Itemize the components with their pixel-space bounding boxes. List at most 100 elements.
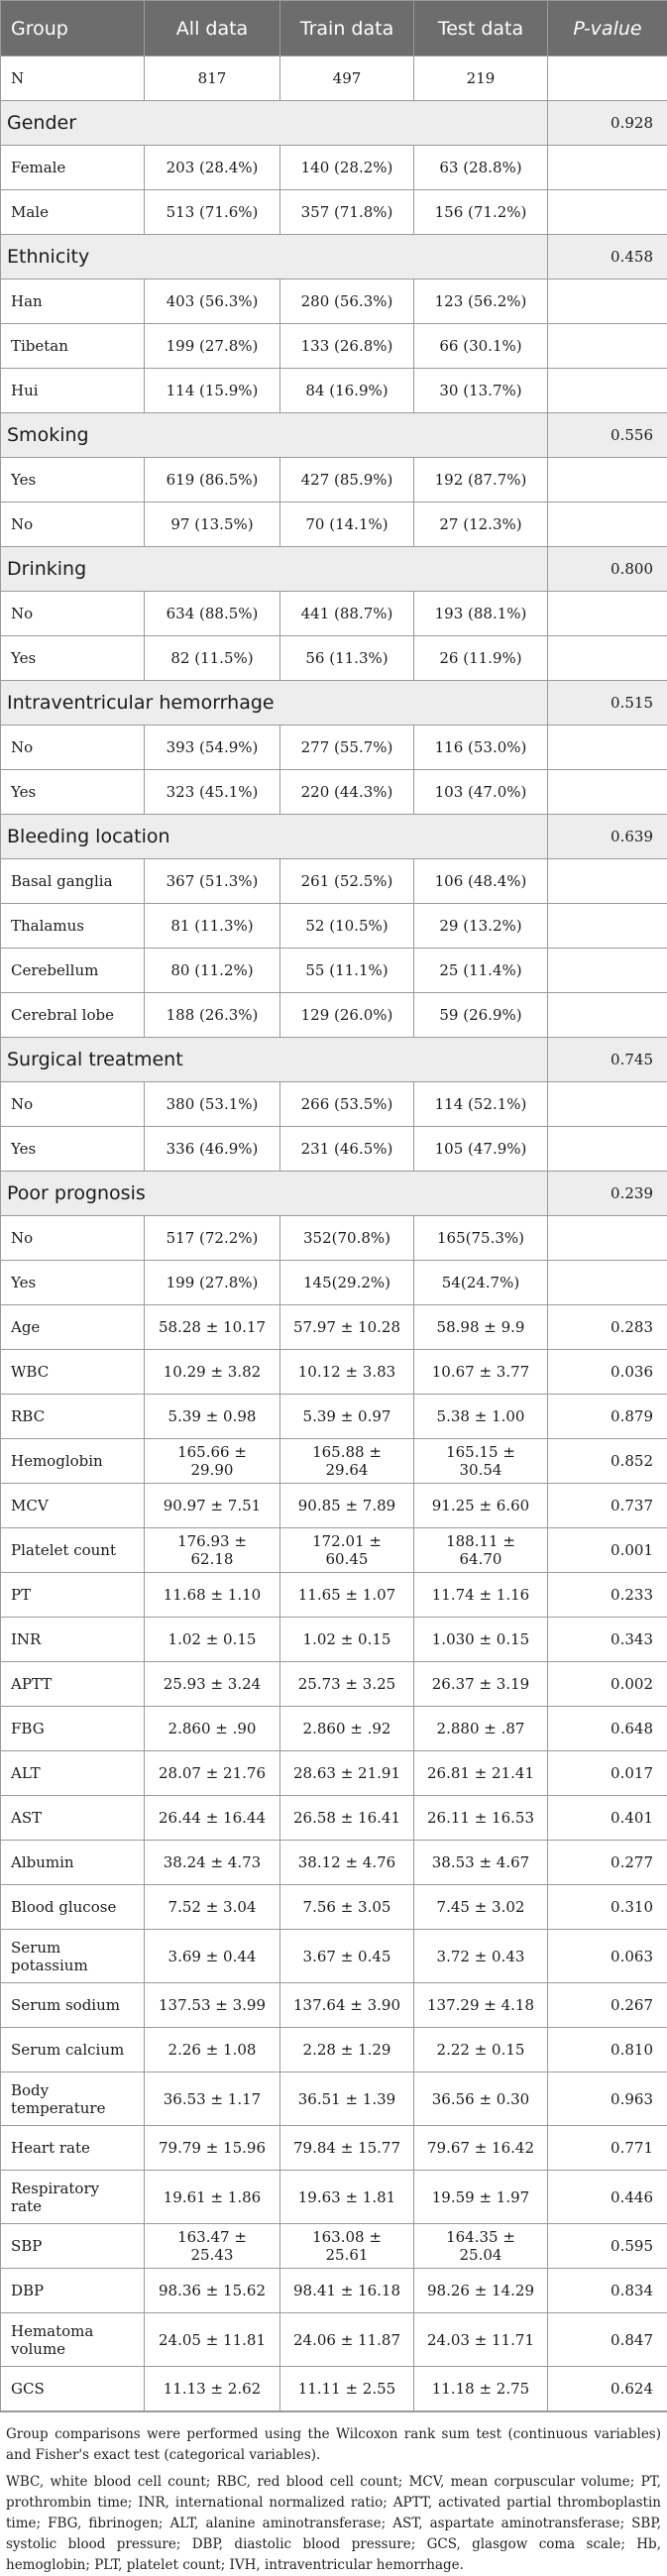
cell-train-data: 79.84 ± 15.77 xyxy=(280,2126,414,2171)
cell-test-data: 11.74 ± 1.16 xyxy=(414,1573,548,1618)
cell-train-data: 11.11 ± 2.55 xyxy=(280,2367,414,2411)
cell-test-data: 165.15 ± 30.54 xyxy=(414,1439,548,1484)
header-p-value: P-value xyxy=(548,1,667,56)
cell-all-data: 5.39 ± 0.98 xyxy=(145,1395,280,1439)
cell-train-data: 28.63 ± 21.91 xyxy=(280,1751,414,1796)
cell-p-value xyxy=(548,859,667,904)
cell-test-data: 5.38 ± 1.00 xyxy=(414,1395,548,1439)
cell-p-value: 0.343 xyxy=(548,1618,667,1662)
cell-test-data: 156 (71.2%) xyxy=(414,190,548,235)
cell-p-value: 0.267 xyxy=(548,1983,667,2028)
row-label: Yes xyxy=(1,458,145,503)
cell-test-data: 7.45 ± 3.02 xyxy=(414,1885,548,1930)
cell-test-data: 164.35 ± 25.04 xyxy=(414,2224,548,2269)
row-label: Serum potassium xyxy=(1,1930,145,1983)
cell-p-value xyxy=(548,280,667,324)
cell-test-data: 26.37 ± 3.19 xyxy=(414,1662,548,1707)
cell-test-data: 3.72 ± 0.43 xyxy=(414,1930,548,1983)
cell-train-data: 56 (11.3%) xyxy=(280,636,414,681)
section-name: Ethnicity xyxy=(1,235,548,280)
row-label: Serum calcium xyxy=(1,2028,145,2072)
cell-p-value: 0.401 xyxy=(548,1796,667,1841)
cell-all-data: 380 (53.1%) xyxy=(145,1082,280,1127)
baseline-characteristics-table: Group All data Train data Test data P-va… xyxy=(0,0,667,2411)
cell-all-data: 336 (46.9%) xyxy=(145,1127,280,1172)
cell-p-value xyxy=(548,1082,667,1127)
cell-p-value xyxy=(548,1127,667,1172)
footnote-methods: Group comparisons were performed using t… xyxy=(6,2424,661,2466)
n-p-value xyxy=(548,56,667,101)
cell-train-data: 220 (44.3%) xyxy=(280,770,414,815)
n-label: N xyxy=(1,56,145,101)
cell-test-data: 30 (13.7%) xyxy=(414,369,548,413)
cell-test-data: 36.56 ± 0.30 xyxy=(414,2072,548,2126)
cell-p-value xyxy=(548,904,667,949)
row-label: No xyxy=(1,1082,145,1127)
cell-test-data: 63 (28.8%) xyxy=(414,146,548,190)
row-label: No xyxy=(1,503,145,547)
cell-all-data: 403 (56.3%) xyxy=(145,280,280,324)
cell-train-data: 261 (52.5%) xyxy=(280,859,414,904)
row-label: Hemoglobin xyxy=(1,1439,145,1484)
section-name: Drinking xyxy=(1,547,548,592)
cell-p-value xyxy=(548,146,667,190)
row-label: SBP xyxy=(1,2224,145,2269)
row-label: Serum sodium xyxy=(1,1983,145,2028)
cell-train-data: 19.63 ± 1.81 xyxy=(280,2171,414,2224)
cell-p-value: 0.648 xyxy=(548,1707,667,1751)
cell-test-data: 38.53 ± 4.67 xyxy=(414,1841,548,1885)
cell-all-data: 10.29 ± 3.82 xyxy=(145,1350,280,1395)
cell-train-data: 165.88 ± 29.64 xyxy=(280,1439,414,1484)
cell-test-data: 188.11 ± 64.70 xyxy=(414,1528,548,1573)
cell-test-data: 59 (26.9%) xyxy=(414,993,548,1038)
cell-train-data: 133 (26.8%) xyxy=(280,324,414,369)
cell-train-data: 7.56 ± 3.05 xyxy=(280,1885,414,1930)
cell-train-data: 36.51 ± 1.39 xyxy=(280,2072,414,2126)
cell-all-data: 24.05 ± 11.81 xyxy=(145,2313,280,2367)
cell-train-data: 427 (85.9%) xyxy=(280,458,414,503)
cell-train-data: 3.67 ± 0.45 xyxy=(280,1930,414,1983)
cell-all-data: 2.26 ± 1.08 xyxy=(145,2028,280,2072)
cell-all-data: 199 (27.8%) xyxy=(145,1261,280,1305)
cell-all-data: 28.07 ± 21.76 xyxy=(145,1751,280,1796)
cell-all-data: 90.97 ± 7.51 xyxy=(145,1484,280,1528)
cell-all-data: 11.13 ± 2.62 xyxy=(145,2367,280,2411)
cell-p-value: 0.017 xyxy=(548,1751,667,1796)
cell-p-value xyxy=(548,949,667,993)
cell-p-value: 0.737 xyxy=(548,1484,667,1528)
row-label: FBG xyxy=(1,1707,145,1751)
row-label: Body temperature xyxy=(1,2072,145,2126)
cell-train-data: 38.12 ± 4.76 xyxy=(280,1841,414,1885)
cell-train-data: 2.860 ± .92 xyxy=(280,1707,414,1751)
cell-test-data: 27 (12.3%) xyxy=(414,503,548,547)
cell-train-data: 129 (26.0%) xyxy=(280,993,414,1038)
cell-all-data: 58.28 ± 10.17 xyxy=(145,1305,280,1350)
cell-p-value: 0.283 xyxy=(548,1305,667,1350)
cell-train-data: 280 (56.3%) xyxy=(280,280,414,324)
cell-train-data: 26.58 ± 16.41 xyxy=(280,1796,414,1841)
section-p-value: 0.800 xyxy=(548,547,667,592)
cell-p-value: 0.852 xyxy=(548,1439,667,1484)
cell-p-value: 0.771 xyxy=(548,2126,667,2171)
row-label: No xyxy=(1,1216,145,1261)
row-label: APTT xyxy=(1,1662,145,1707)
section-p-value: 0.556 xyxy=(548,413,667,458)
cell-p-value xyxy=(548,592,667,636)
